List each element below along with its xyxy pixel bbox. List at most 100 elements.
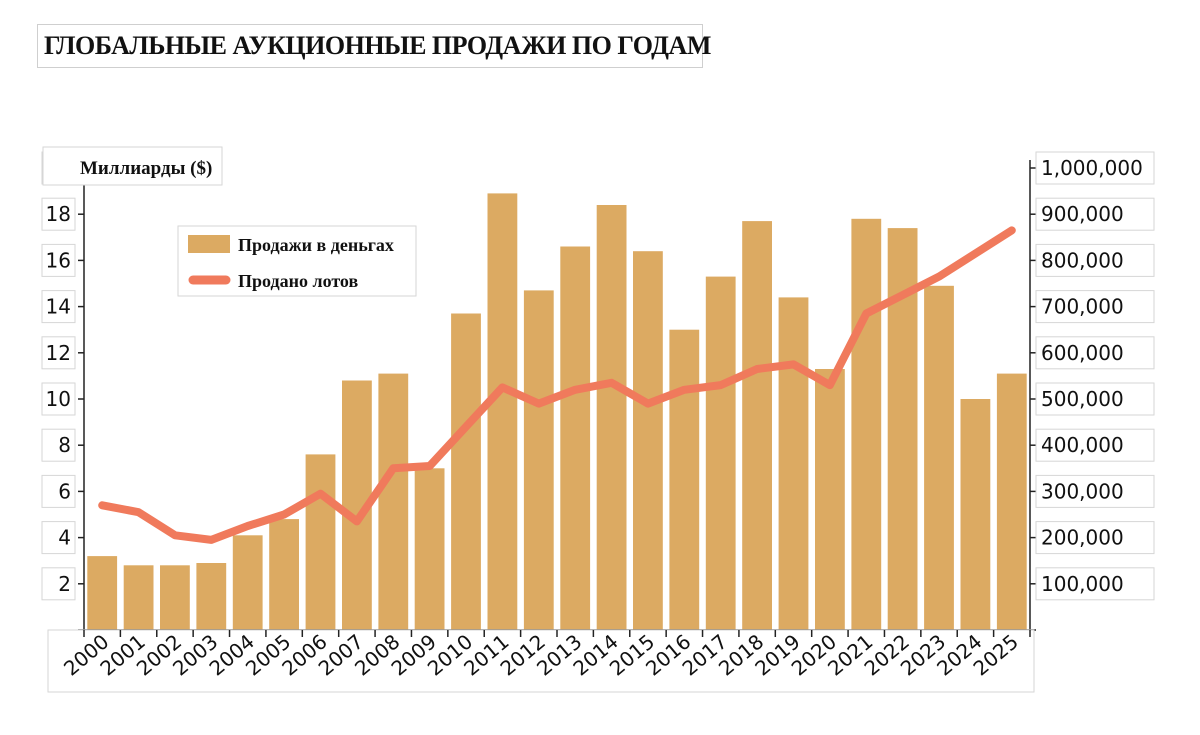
right-tick-box (1035, 474, 1155, 508)
right-tick-label: 800,000 (1041, 248, 1124, 272)
left-tick-label: 18 (46, 202, 71, 226)
left-tick-label: 16 (46, 248, 71, 272)
bar-2013 (560, 246, 591, 630)
right-tick-label: 200,000 (1041, 526, 1124, 550)
legend: Продажи в деньгах Продано лотов (177, 225, 417, 297)
right-tick-box (1035, 290, 1155, 324)
lots-point-2009 (426, 463, 433, 469)
lots-point-2000 (99, 502, 106, 509)
y-axis-label: Миллиарды ($) (80, 158, 212, 179)
left-tick-box (41, 336, 76, 370)
x-tick-area-box (47, 629, 1035, 693)
lots-point-2014 (608, 379, 615, 386)
bar-2014 (596, 205, 627, 630)
right-tick-box (1035, 382, 1155, 416)
y-axis-label-group: Миллиарды ($) (42, 146, 223, 186)
left-tick-label: 2 (58, 572, 71, 596)
bar-2017 (705, 276, 736, 630)
line-series-group (98, 226, 1016, 544)
chart-title: ГЛОБАЛЬНЫЕ АУКЦИОННЫЕ ПРОДАЖИ ПО ГОДАМ (37, 24, 711, 68)
lots-point-2025 (1008, 227, 1015, 234)
left-tick-box (41, 382, 76, 416)
left-tick-box (41, 197, 76, 231)
bar-2016 (669, 329, 700, 630)
left-tick-box (41, 428, 76, 462)
left-tick-label: 12 (46, 341, 71, 365)
left-tick-box (41, 290, 76, 324)
lots-point-2002 (172, 532, 178, 539)
bar-2003 (196, 563, 227, 630)
right-tick-box (1035, 336, 1155, 370)
right-tick-box (1035, 567, 1155, 601)
bar-2001 (123, 565, 154, 630)
y-axis-label-box (42, 146, 223, 186)
right-tick-label: 100,000 (1041, 572, 1124, 596)
bar-2010 (451, 313, 481, 630)
right-tick-label: 700,000 (1041, 295, 1124, 319)
lots-point-2021 (863, 310, 870, 317)
right-tick-label: 1,000,000 (1041, 156, 1143, 180)
bar-2005 (269, 519, 299, 630)
lots-point-2003 (208, 536, 215, 543)
bar-2006 (305, 454, 336, 630)
right-tick-label: 600,000 (1041, 341, 1124, 365)
right-tick-box (1035, 521, 1155, 555)
lots-point-2006 (317, 490, 324, 497)
left-tick-label: 14 (46, 295, 71, 319)
right-tick-box (1035, 428, 1155, 462)
right-tick-label: 500,000 (1041, 387, 1124, 411)
right-tick-label: 300,000 (1041, 479, 1124, 503)
bar-2004 (232, 535, 263, 630)
bar-2002 (160, 565, 190, 630)
lots-point-2020 (826, 382, 833, 389)
right-tick-box (1035, 151, 1155, 185)
bar-2015 (633, 251, 663, 630)
lots-point-2004 (244, 523, 251, 529)
legend-label-lots: Продано лотов (238, 271, 358, 291)
lots-point-2011 (499, 384, 506, 391)
lots-sold-line (98, 226, 1016, 544)
left-tick-box (41, 474, 76, 508)
right-tick-label: 400,000 (1041, 433, 1124, 457)
bar-2021 (851, 218, 882, 631)
lots-point-2023 (936, 273, 942, 280)
lots-point-2001 (135, 509, 142, 516)
lots-point-2018 (754, 366, 761, 372)
lots-point-2008 (390, 465, 397, 472)
bar-2011 (487, 193, 518, 630)
left-tick-box (41, 567, 76, 601)
lots-point-2007 (353, 518, 360, 525)
left-tick-label: 10 (46, 387, 71, 411)
lots-point-2016 (681, 386, 688, 393)
lots-point-2019 (790, 361, 797, 368)
legend-bar-swatch (188, 235, 230, 253)
bar-2024 (960, 399, 991, 630)
bar-2012 (523, 290, 554, 630)
lots-point-2012 (535, 400, 542, 407)
legend-label-sales: Продажи в деньгах (238, 235, 394, 255)
bar-2000 (87, 556, 118, 630)
right-tick-box (1035, 243, 1155, 277)
right-tick-box (1035, 197, 1155, 231)
lots-point-2015 (645, 400, 651, 407)
bar-2009 (414, 468, 445, 630)
lots-point-2024 (972, 250, 979, 257)
left-tick-box (41, 243, 76, 277)
left-tick-label: 4 (58, 526, 71, 550)
bar-2025 (996, 373, 1027, 630)
right-tick-label: 900,000 (1041, 202, 1124, 226)
lots-point-2017 (717, 382, 724, 389)
left-tick-label: 8 (58, 433, 71, 457)
left-tick-label: 6 (58, 479, 71, 503)
bar-2020 (815, 369, 845, 630)
bar-2023 (924, 285, 954, 630)
lots-point-2005 (281, 511, 288, 518)
bars-group (87, 193, 1027, 631)
axes-group: 2468101214161820100,000200,000300,000400… (41, 151, 1155, 693)
bar-2018 (742, 221, 772, 630)
bar-2008 (378, 373, 409, 630)
bar-2019 (778, 297, 809, 630)
lots-point-2022 (899, 292, 906, 299)
lots-point-2013 (572, 386, 579, 393)
